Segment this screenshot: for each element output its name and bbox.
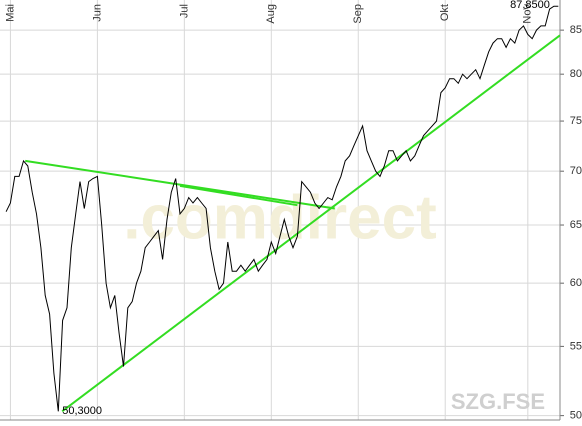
trendline bbox=[25, 159, 335, 210]
y-tick-label: 65 bbox=[570, 219, 582, 231]
x-tick-label: Jul bbox=[178, 4, 190, 18]
price-line bbox=[5, 5, 559, 412]
x-tick-label: Okt bbox=[439, 4, 451, 21]
watermark: .comdirect bbox=[123, 183, 437, 252]
x-tick-label: Jun bbox=[91, 4, 103, 22]
x-tick-label: Mai bbox=[4, 4, 16, 22]
y-tick-label: 55 bbox=[570, 340, 582, 352]
annotation: 87,8500 bbox=[510, 0, 550, 11]
trendline bbox=[61, 34, 561, 413]
y-tick-label: 75 bbox=[570, 115, 582, 127]
trendline bbox=[179, 184, 298, 207]
y-tick-label: 70 bbox=[570, 165, 582, 177]
x-tick-label: Nov bbox=[522, 4, 534, 24]
x-tick-label: Aug bbox=[265, 4, 277, 24]
x-tick-label: Sep bbox=[352, 4, 364, 24]
y-tick-label: 60 bbox=[570, 277, 582, 289]
annotation: 50,3000 bbox=[62, 405, 102, 417]
y-tick-label: 85 bbox=[570, 24, 582, 36]
y-tick-label: 50 bbox=[570, 410, 582, 422]
symbol-watermark: SZG.FSE bbox=[451, 389, 545, 414]
y-tick-label: 80 bbox=[570, 68, 582, 80]
